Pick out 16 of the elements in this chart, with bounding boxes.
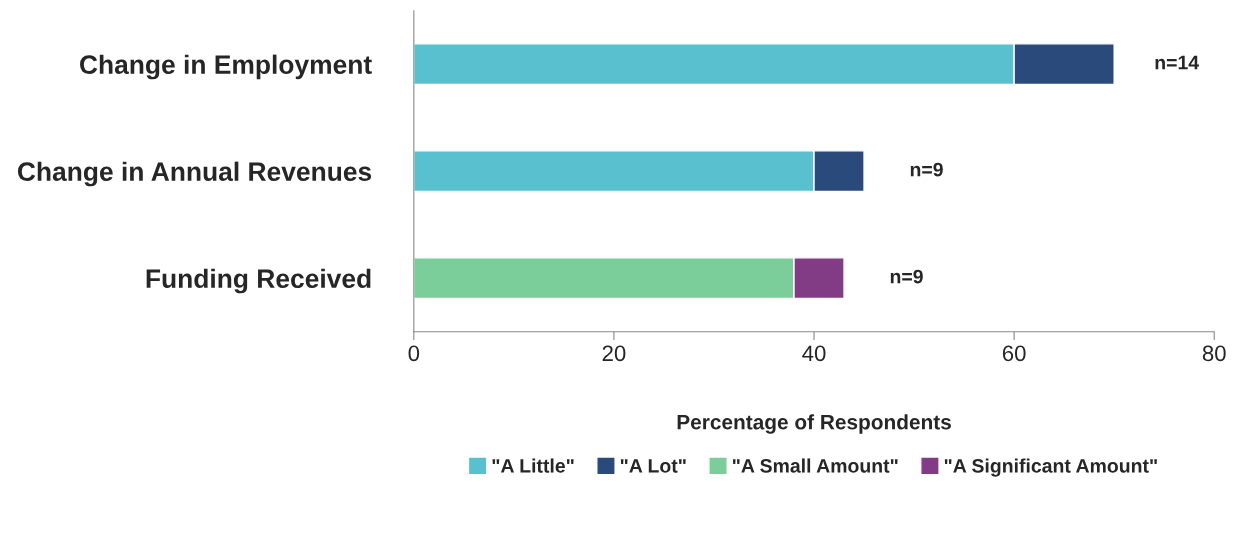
annotation: n=14 — [1155, 55, 1199, 70]
legend-label: "A Significant Amount" — [944, 458, 1157, 477]
x-tick-label: 80 — [1202, 345, 1226, 362]
x-tick-label: 40 — [802, 345, 826, 362]
annotation: n=9 — [890, 269, 923, 284]
annotation: n=9 — [910, 162, 943, 177]
legend-label: "A Small Amount" — [732, 458, 898, 473]
legend-label: "A Little" — [492, 458, 574, 473]
x-tick-label: 60 — [1002, 345, 1026, 362]
x-tick-label: 0 — [408, 345, 420, 362]
x-axis-title: Percentage of Respondents — [677, 414, 951, 434]
x-tick-label: 20 — [602, 345, 626, 362]
legend-label: "A Lot" — [620, 459, 686, 473]
y-tick-label: Change in Annual Revenues — [17, 161, 372, 187]
y-tick-label: Funding Received — [146, 268, 371, 294]
y-tick-label: Change in Employment — [80, 54, 372, 80]
